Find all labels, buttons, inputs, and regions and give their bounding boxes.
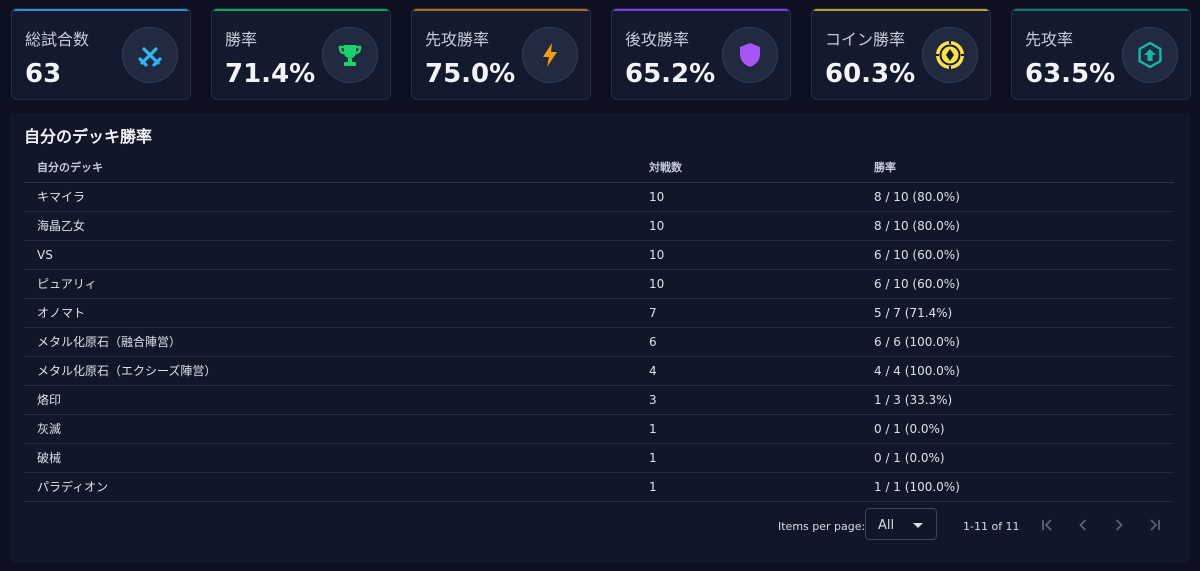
column-header-deck[interactable]: 自分のデッキ bbox=[24, 152, 636, 183]
win-rate-cell: 4 / 4 (100.0%) bbox=[861, 356, 1174, 386]
win-rate-cell: 8 / 10 (80.0%) bbox=[861, 182, 1174, 212]
deck-name-cell: オノマト bbox=[24, 298, 636, 328]
table-row[interactable]: パラディオン 1 1 / 1 (100.0%) bbox=[24, 472, 1174, 502]
items-per-page-value: All bbox=[878, 518, 895, 533]
deck-name-cell: VS bbox=[24, 240, 636, 270]
win-rate-cell: 5 / 7 (71.4%) bbox=[861, 298, 1174, 328]
stat-value: 75.0% bbox=[425, 59, 516, 89]
deck-name-cell: キマイラ bbox=[24, 182, 636, 212]
last-page-icon[interactable] bbox=[1145, 515, 1165, 535]
stat-value: 71.4% bbox=[225, 59, 316, 89]
crossed-swords-icon bbox=[122, 27, 178, 83]
matches-cell: 1 bbox=[636, 414, 861, 444]
matches-cell: 1 bbox=[636, 472, 861, 502]
coin-icon bbox=[922, 27, 978, 83]
table-row[interactable]: 破械 1 0 / 1 (0.0%) bbox=[24, 443, 1174, 473]
pagination: Items per page: All 1-11 of 11 bbox=[10, 508, 1190, 542]
matches-cell: 10 bbox=[636, 269, 861, 299]
caret-down-icon bbox=[913, 523, 923, 528]
table-row[interactable]: 灰滅 1 0 / 1 (0.0%) bbox=[24, 414, 1174, 444]
win-rate-cell: 0 / 1 (0.0%) bbox=[861, 414, 1174, 444]
stat-card-second-win-rate: 後攻勝率 65.2% bbox=[611, 8, 791, 100]
stat-label: 先攻率 bbox=[1025, 30, 1074, 49]
win-rate-cell: 6 / 10 (60.0%) bbox=[861, 240, 1174, 270]
panel-title: 自分のデッキ勝率 bbox=[24, 127, 153, 146]
table-header-row: 自分のデッキ 対戦数 勝率 bbox=[24, 152, 1174, 183]
deck-name-cell: 破械 bbox=[24, 443, 636, 473]
card-accent-bar bbox=[212, 9, 390, 11]
stat-card-win-rate: 勝率 71.4% bbox=[211, 8, 391, 100]
card-accent-bar bbox=[812, 9, 990, 11]
deck-name-cell: 烙印 bbox=[24, 385, 636, 415]
arrow-up-hexagon-icon bbox=[1122, 27, 1178, 83]
table-row[interactable]: VS 10 6 / 10 (60.0%) bbox=[24, 240, 1174, 270]
table-row[interactable]: 海晶乙女 10 8 / 10 (80.0%) bbox=[24, 211, 1174, 241]
deck-name-cell: 灰滅 bbox=[24, 414, 636, 444]
deck-win-rate-panel: 自分のデッキ勝率 自分のデッキ 対戦数 勝率 キマイラ 10 8 / 10 (8… bbox=[10, 113, 1190, 563]
stat-card-coin-win-rate: コイン勝率 60.3% bbox=[811, 8, 991, 100]
page-range-text: 1-11 of 11 bbox=[963, 520, 1020, 533]
stats-row: 総試合数 63 勝率 71.4% bbox=[11, 8, 1191, 100]
stat-label: 総試合数 bbox=[25, 30, 90, 49]
matches-cell: 6 bbox=[636, 327, 861, 357]
lightning-icon bbox=[522, 27, 578, 83]
card-accent-bar bbox=[1012, 9, 1190, 11]
column-header-matches[interactable]: 対戦数 bbox=[636, 152, 861, 183]
win-rate-cell: 0 / 1 (0.0%) bbox=[861, 443, 1174, 473]
deck-name-cell: メタル化原石（エクシーズ陣営） bbox=[24, 356, 636, 386]
win-rate-cell: 6 / 10 (60.0%) bbox=[861, 269, 1174, 299]
win-rate-cell: 1 / 1 (100.0%) bbox=[861, 472, 1174, 502]
stat-label: 後攻勝率 bbox=[625, 30, 690, 49]
matches-cell: 10 bbox=[636, 182, 861, 212]
matches-cell: 10 bbox=[636, 240, 861, 270]
card-accent-bar bbox=[12, 9, 190, 11]
matches-cell: 7 bbox=[636, 298, 861, 328]
table-row[interactable]: キマイラ 10 8 / 10 (80.0%) bbox=[24, 182, 1174, 212]
table-row[interactable]: 烙印 3 1 / 3 (33.3%) bbox=[24, 385, 1174, 415]
win-rate-cell: 8 / 10 (80.0%) bbox=[861, 211, 1174, 241]
deck-name-cell: 海晶乙女 bbox=[24, 211, 636, 241]
previous-page-icon[interactable] bbox=[1073, 515, 1093, 535]
stat-value: 63.5% bbox=[1025, 59, 1116, 89]
card-accent-bar bbox=[612, 9, 790, 11]
stat-card-first-rate: 先攻率 63.5% bbox=[1011, 8, 1191, 100]
items-per-page-select[interactable]: All bbox=[865, 508, 937, 540]
matches-cell: 10 bbox=[636, 211, 861, 241]
table-row[interactable]: ピュアリィ 10 6 / 10 (60.0%) bbox=[24, 269, 1174, 299]
table-row[interactable]: メタル化原石（エクシーズ陣営） 4 4 / 4 (100.0%) bbox=[24, 356, 1174, 386]
win-rate-cell: 6 / 6 (100.0%) bbox=[861, 327, 1174, 357]
stat-card-first-win-rate: 先攻勝率 75.0% bbox=[411, 8, 591, 100]
stat-value: 65.2% bbox=[625, 59, 716, 89]
table-row[interactable]: オノマト 7 5 / 7 (71.4%) bbox=[24, 298, 1174, 328]
win-rate-cell: 1 / 3 (33.3%) bbox=[861, 385, 1174, 415]
deck-name-cell: パラディオン bbox=[24, 472, 636, 502]
matches-cell: 1 bbox=[636, 443, 861, 473]
deck-name-cell: メタル化原石（融合陣営） bbox=[24, 327, 636, 357]
deck-name-cell: ピュアリィ bbox=[24, 269, 636, 299]
table-row[interactable]: メタル化原石（融合陣営） 6 6 / 6 (100.0%) bbox=[24, 327, 1174, 357]
stat-label: 勝率 bbox=[225, 30, 258, 49]
deck-table: 自分のデッキ 対戦数 勝率 キマイラ 10 8 / 10 (80.0%) 海晶乙… bbox=[24, 152, 1174, 502]
column-header-win-rate[interactable]: 勝率 bbox=[861, 152, 1174, 183]
stat-label: 先攻勝率 bbox=[425, 30, 490, 49]
stat-value: 63 bbox=[25, 59, 62, 89]
stat-card-total-matches: 総試合数 63 bbox=[11, 8, 191, 100]
stat-label: コイン勝率 bbox=[825, 30, 906, 49]
matches-cell: 4 bbox=[636, 356, 861, 386]
stat-value: 60.3% bbox=[825, 59, 916, 89]
first-page-icon[interactable] bbox=[1037, 515, 1057, 535]
shield-icon bbox=[722, 27, 778, 83]
card-accent-bar bbox=[412, 9, 590, 11]
items-per-page-label: Items per page: bbox=[778, 520, 866, 533]
next-page-icon[interactable] bbox=[1109, 515, 1129, 535]
trophy-icon bbox=[322, 27, 378, 83]
matches-cell: 3 bbox=[636, 385, 861, 415]
